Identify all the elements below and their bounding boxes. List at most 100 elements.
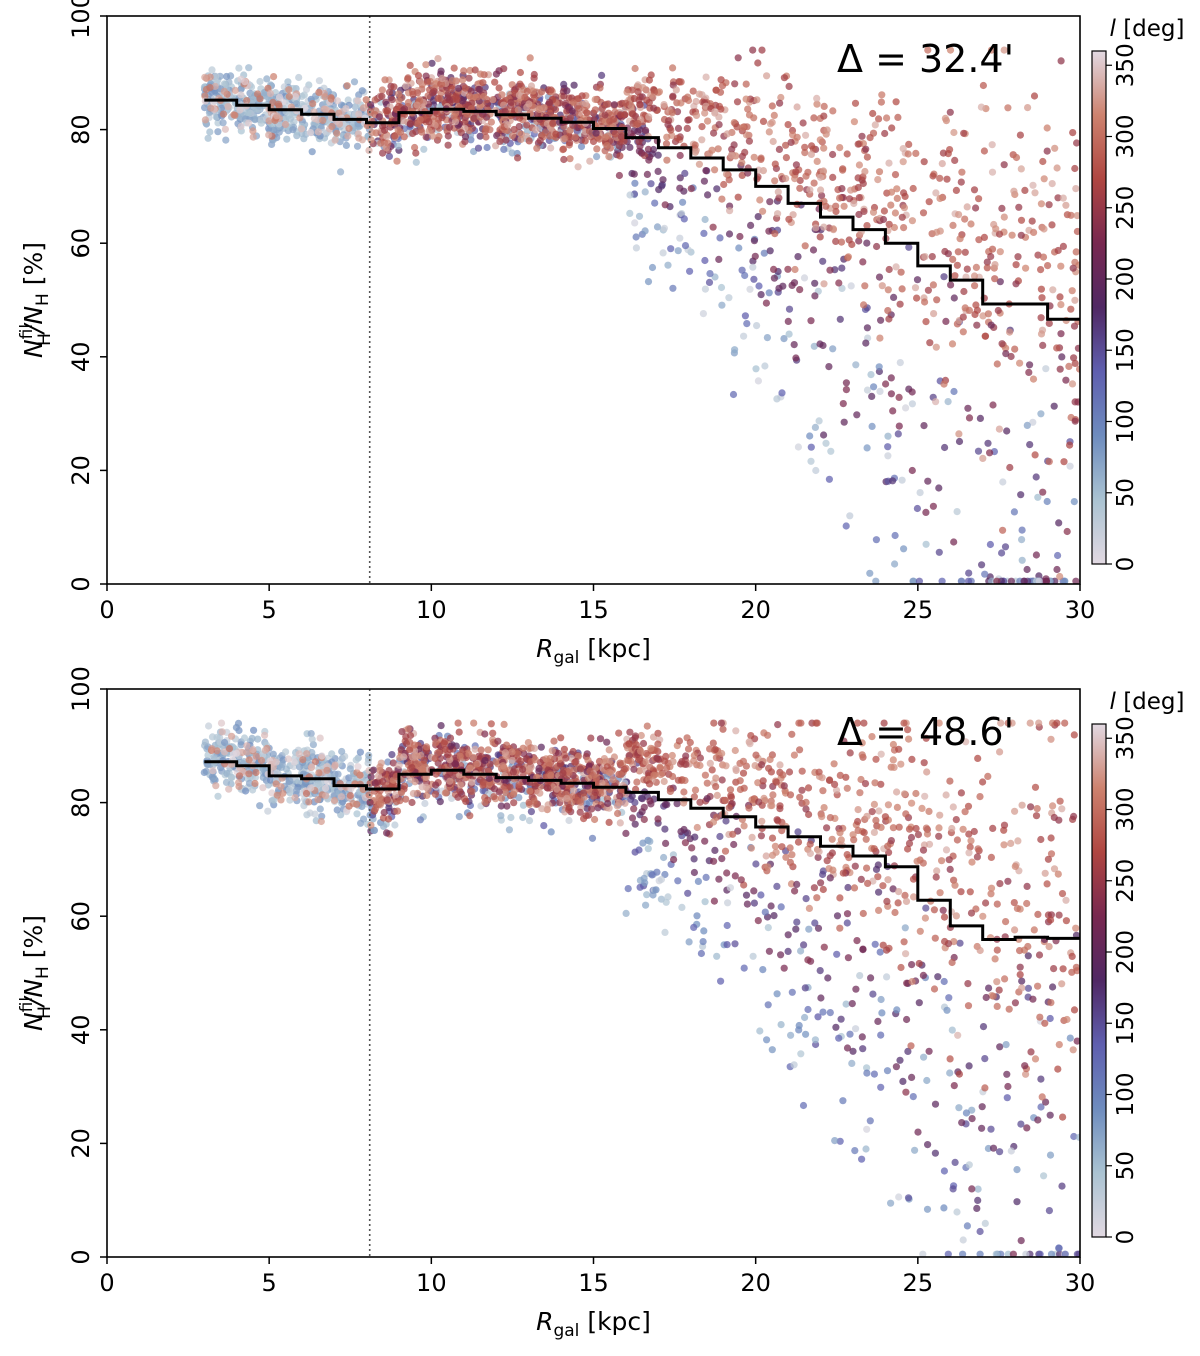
data-point [798,767,806,775]
data-point [994,306,1002,315]
data-point [948,958,956,967]
data-point [754,377,763,385]
data-point [1047,850,1056,858]
data-point [942,791,950,799]
data-point [1040,175,1048,183]
data-point [785,305,794,313]
data-point [1017,216,1026,224]
data-point [333,97,342,105]
data-point [1072,924,1080,932]
data-point [884,307,892,315]
data-point [854,183,862,192]
data-point [1047,735,1055,743]
data-point [1057,301,1065,309]
data-point [598,71,606,79]
data-point [1075,1250,1080,1257]
data-point [237,122,245,131]
data-point [714,145,722,153]
data-point [789,211,797,219]
data-point [639,839,647,847]
data-point [328,750,336,758]
y-tick-label: 60 [67,228,95,259]
data-point [819,341,827,350]
data-point [921,914,930,922]
data-point [668,109,676,117]
data-point [214,128,222,136]
data-point [842,386,851,394]
data-point [364,759,372,767]
data-point [812,466,820,475]
data-point [893,803,902,812]
data-point [807,317,815,325]
data-point [222,72,231,81]
data-point [214,792,222,800]
data-point [448,84,456,93]
data-point [874,176,882,184]
data-point [825,363,833,371]
data-point [889,756,897,764]
data-point [964,1002,973,1010]
data-point [819,167,828,175]
data-point [995,425,1004,433]
data-point [745,137,754,145]
data-point [778,389,786,397]
data-point [393,807,402,815]
data-point [432,781,440,789]
data-point [884,432,892,440]
data-point [898,213,906,221]
data-point [717,76,725,84]
x-tick-label: 30 [1065,596,1096,624]
data-point [458,97,467,105]
data-point [316,805,324,813]
data-point [940,1167,949,1175]
data-point [936,889,944,897]
data-point [383,107,392,115]
data-point [468,778,476,786]
data-point [870,1070,879,1078]
data-point [277,763,285,772]
data-point [627,130,635,138]
data-point [968,858,976,866]
data-point [577,142,586,151]
data-point [220,80,228,88]
data-point [701,285,710,293]
data-point [858,132,866,140]
data-point [804,784,813,792]
data-point [470,114,478,122]
data-point [367,136,375,144]
data-point [1008,231,1016,239]
data-point [412,149,420,157]
data-point [820,144,828,152]
data-point [846,749,854,757]
data-point [801,143,809,151]
data-point [208,745,216,753]
data-point [584,756,592,764]
data-point [453,95,461,104]
data-point [723,130,731,138]
data-point [763,334,772,342]
data-point [632,244,641,252]
data-point [366,798,374,807]
data-point [557,734,565,742]
data-point [877,823,885,832]
data-point [964,802,973,810]
data-point [775,194,783,202]
data-point [665,117,673,125]
data-point [976,793,984,801]
data-point [657,875,666,884]
data-point [1042,575,1050,583]
data-point [718,195,726,203]
data-point [759,777,767,785]
data-point [399,117,407,125]
data-point [987,46,996,54]
data-point [624,757,633,765]
data-point [895,393,903,401]
data-point [897,760,905,768]
data-point [810,884,819,892]
data-point [879,882,887,890]
data-point [743,900,752,908]
y-label-denominator: /N [19,306,48,335]
data-point [929,281,938,289]
data-point [998,549,1006,557]
data-point [868,422,876,430]
